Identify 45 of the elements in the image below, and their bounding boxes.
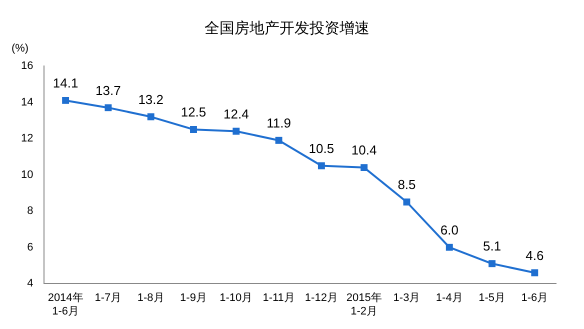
x-tick-label: 1-11月 bbox=[262, 292, 295, 304]
x-tick-label: 1-3月 bbox=[393, 292, 420, 304]
text: 11.9 bbox=[266, 115, 291, 130]
point bbox=[403, 198, 410, 206]
y-axis-title: (%) bbox=[11, 42, 29, 55]
x-tick-label: 1-9月 bbox=[180, 292, 207, 304]
x-tick-label: 1-12月 bbox=[304, 292, 338, 304]
text: 4.6 bbox=[526, 248, 544, 263]
point bbox=[62, 96, 70, 104]
point bbox=[190, 126, 197, 133]
point bbox=[531, 269, 538, 276]
text: 10.4 bbox=[351, 142, 377, 158]
point bbox=[232, 128, 240, 135]
x-tick-label: 2015年 1-2月 bbox=[346, 292, 382, 318]
y-tick-label: 12 bbox=[20, 132, 34, 145]
y-tick-label: 10 bbox=[20, 168, 34, 181]
point bbox=[360, 164, 368, 172]
point bbox=[446, 244, 453, 251]
x-tick-label: 1-10月 bbox=[220, 292, 253, 304]
text: 14.1 bbox=[52, 76, 78, 91]
x-tick-label: 2014年 1-6月 bbox=[48, 292, 84, 318]
point bbox=[318, 162, 325, 170]
text: 12.5 bbox=[180, 104, 206, 120]
x-tick-label: 1-6月 bbox=[521, 292, 548, 304]
x-tick-label: 1-8月 bbox=[137, 292, 164, 304]
text: 6.0 bbox=[440, 222, 458, 238]
y-tick-label: 8 bbox=[27, 205, 34, 218]
text: 12.4 bbox=[223, 106, 249, 122]
text: 5.1 bbox=[482, 238, 502, 254]
point bbox=[488, 260, 496, 268]
text: 13.7 bbox=[96, 82, 121, 98]
y-tick-label: 14 bbox=[20, 96, 34, 108]
text: 8.5 bbox=[398, 177, 416, 192]
x-tick-label: 1-7月 bbox=[94, 292, 122, 304]
chart-title: 全国房地产开发投资增速 bbox=[204, 20, 370, 38]
text: 10.5 bbox=[308, 140, 334, 156]
y-tick-label: 6 bbox=[27, 241, 34, 254]
y-tick-label: 16 bbox=[20, 60, 34, 72]
text: 13.2 bbox=[138, 92, 164, 107]
point bbox=[104, 104, 112, 112]
point bbox=[275, 136, 282, 144]
x-tick-label: 1-5月 bbox=[478, 292, 506, 304]
x-tick-label: 1-4月 bbox=[436, 292, 463, 304]
point bbox=[147, 113, 154, 120]
y-tick-label: 4 bbox=[27, 278, 34, 290]
